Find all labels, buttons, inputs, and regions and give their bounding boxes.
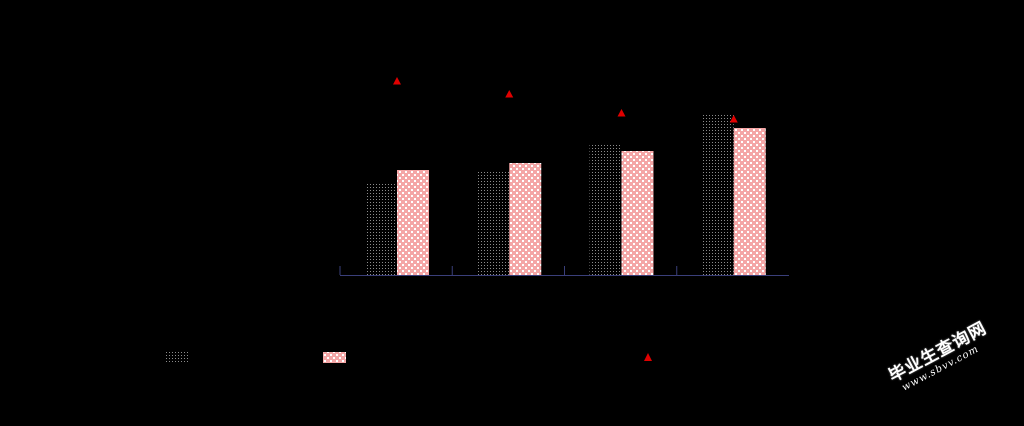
bar-pink-checker-3 — [621, 151, 654, 275]
legend-swatch-dotted — [166, 352, 188, 363]
bar-dotted-3 — [589, 145, 622, 275]
legend-swatch-red-triangle — [644, 353, 652, 361]
x-axis — [339, 266, 789, 276]
bar-dotted-1 — [365, 182, 397, 275]
bar-pink-checker-4 — [733, 128, 766, 275]
marker-point-1 — [393, 77, 401, 85]
bar-pink-checker-2 — [509, 163, 542, 275]
markers-group — [393, 77, 738, 123]
bar-pink-checker-1 — [397, 170, 429, 275]
marker-point-3 — [617, 109, 626, 117]
bars-group — [365, 113, 766, 275]
bar-dotted-4 — [701, 113, 734, 275]
bar-dotted-2 — [477, 170, 510, 275]
bar-chart — [166, 77, 789, 363]
marker-point-2 — [505, 90, 514, 98]
legend-swatch-pink-checker — [323, 352, 346, 363]
legend — [166, 352, 652, 363]
marker-point-4 — [729, 115, 738, 123]
